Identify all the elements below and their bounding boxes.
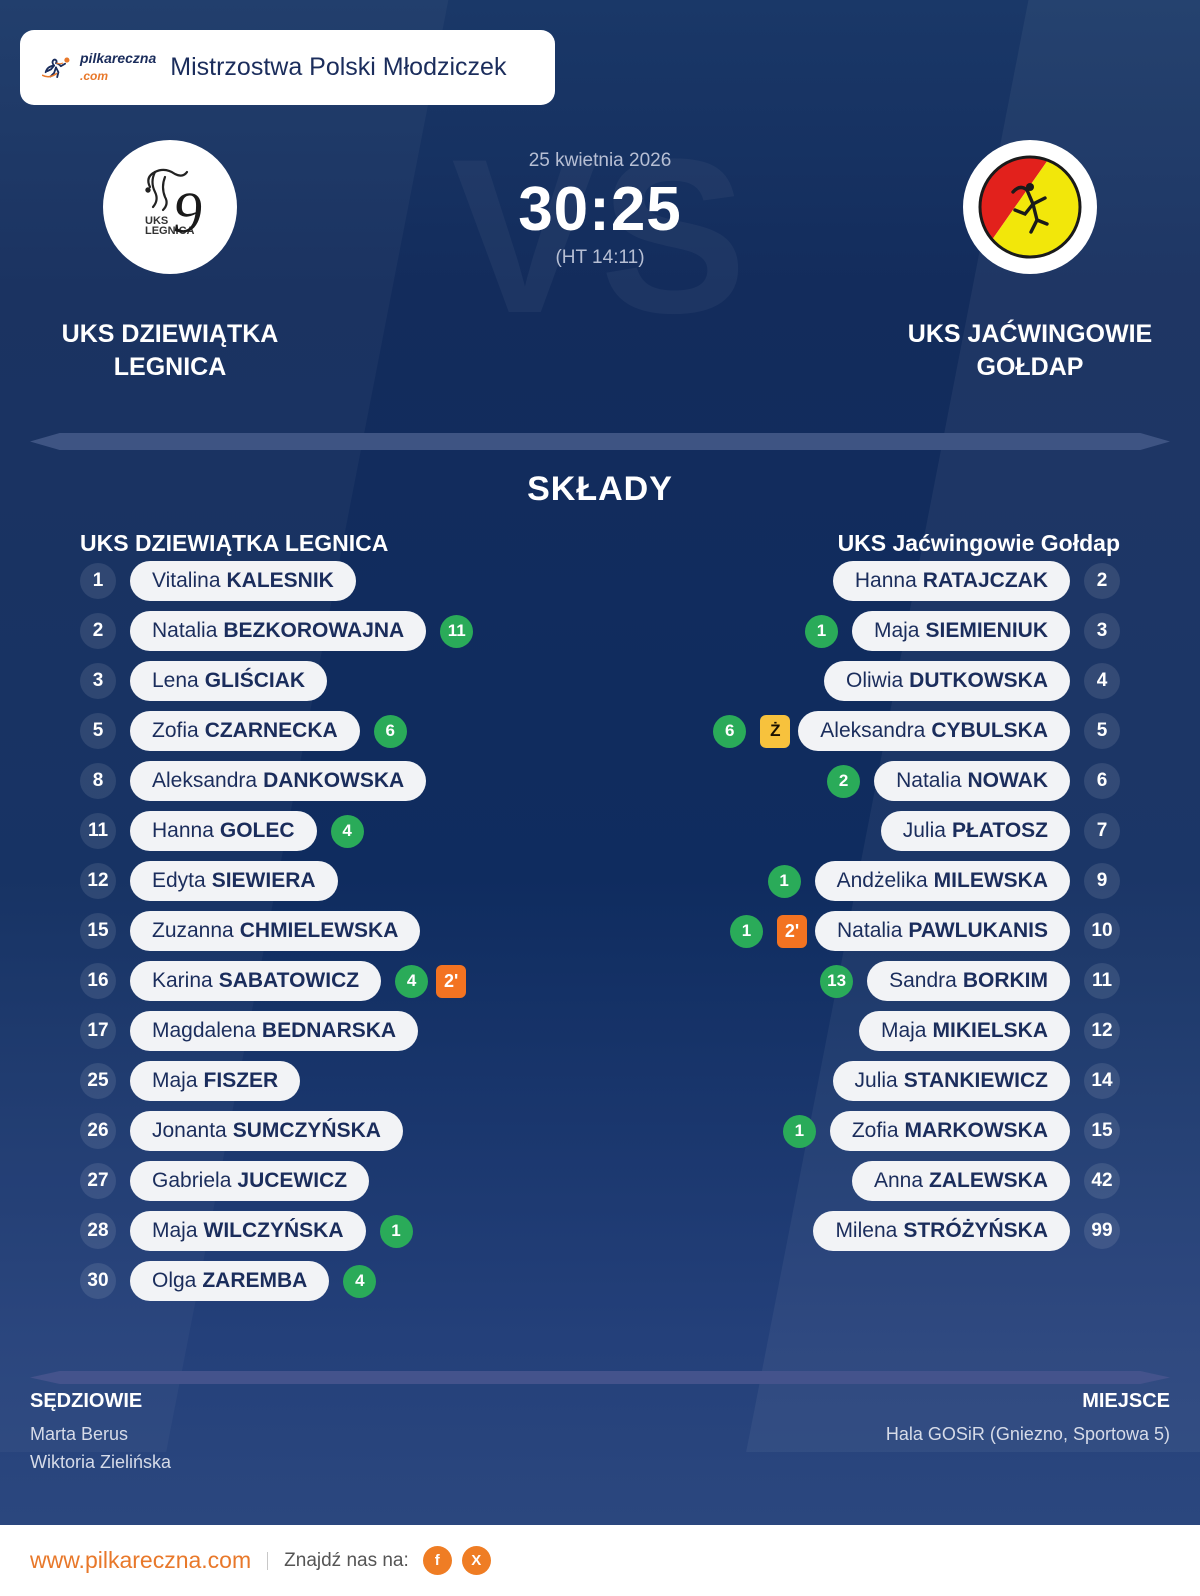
- svg-text:9: 9: [173, 180, 202, 245]
